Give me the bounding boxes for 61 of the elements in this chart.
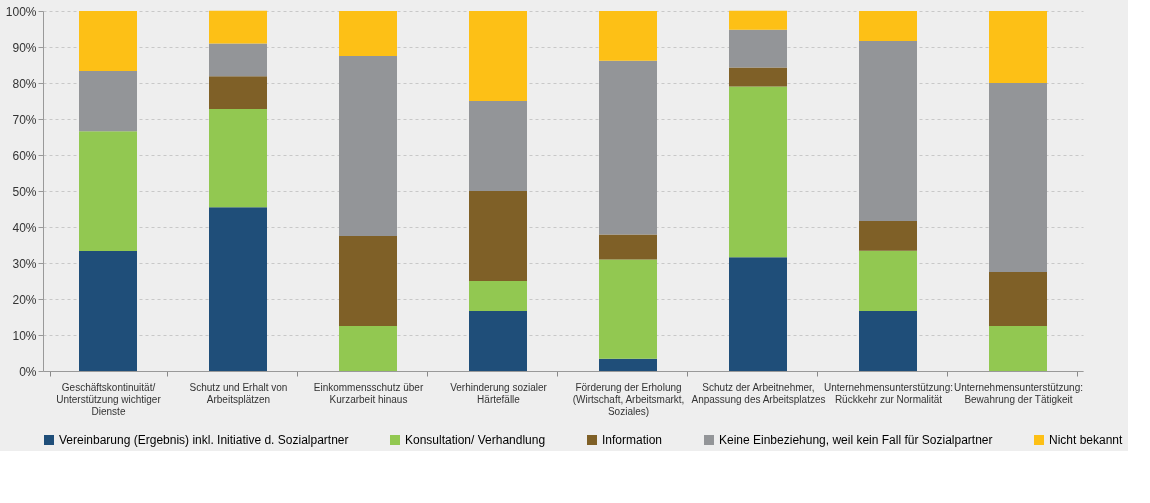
bar <box>339 56 397 236</box>
bar <box>599 234 657 260</box>
bar <box>469 191 527 281</box>
bar <box>209 108 267 208</box>
bar <box>859 310 917 371</box>
bar <box>599 11 657 61</box>
bar <box>599 259 657 359</box>
legend-label: Konsultation/ Verhandlung <box>405 433 546 447</box>
bar <box>989 11 1047 83</box>
y-tick-label: 10% <box>12 328 37 343</box>
bar <box>729 257 787 371</box>
x-tick-label: Verhinderung sozialer Härtefälle <box>450 381 548 405</box>
y-tick-label: 80% <box>12 76 37 91</box>
y-tick-label: 30% <box>12 256 37 271</box>
bar <box>469 310 527 371</box>
legend-label: Information <box>602 433 663 447</box>
bar <box>209 76 267 109</box>
y-tick-label: 0% <box>19 364 37 379</box>
bar <box>729 86 787 258</box>
bar <box>859 40 917 221</box>
y-tick-label: 40% <box>12 220 37 235</box>
y-tick-label: 90% <box>12 40 37 55</box>
x-tick-label: Unternehmensunterstützung: Rückkehr zur Normalität <box>824 381 953 405</box>
legend-label: Keine Einbeziehung, weil kein Fall für Sozialpartner <box>719 433 993 447</box>
bar <box>469 281 527 311</box>
y-tick-label: 60% <box>12 148 37 163</box>
x-tick-label: Schutz der Arbeitnehmer, Anpassung des Arbeitsplatzes <box>691 381 826 405</box>
bar <box>989 272 1047 326</box>
legend-label: Vereinbarung (Ergebnis) inkl. Initiative d. Sozialpartner <box>59 433 349 447</box>
bar <box>469 101 527 191</box>
bar <box>989 326 1047 371</box>
y-tick-label: 50% <box>12 184 37 199</box>
bar <box>339 11 397 56</box>
bar <box>989 83 1047 272</box>
bar <box>79 71 137 132</box>
bar <box>209 207 267 371</box>
bar <box>209 10 267 44</box>
bar <box>729 10 787 30</box>
bar <box>339 326 397 371</box>
bar <box>729 67 787 87</box>
y-tick-label: 70% <box>12 112 37 127</box>
bar <box>859 11 917 41</box>
y-tick-label: 20% <box>12 292 37 307</box>
bar <box>79 131 137 252</box>
x-tick-label: Förderung der Erholung (Wirtschaft, Arbeitsmarkt, Soziales) <box>572 381 685 417</box>
legend-label: Nicht bekannt <box>1049 433 1124 447</box>
bar <box>859 250 917 311</box>
bar <box>729 29 787 68</box>
x-tick-label: Schutz und Erhalt von Arbeitsplätzen <box>189 381 288 405</box>
x-tick-label: Einkommensschutz über Kurzarbeit hinaus <box>313 381 424 405</box>
bar <box>79 11 137 72</box>
x-tick-label: Unternehmensunterstützung: Bewahrung der Tätigkeit <box>954 381 1083 405</box>
x-tick-label: Geschäftskontinuität/ Unterstützung wichtiger Dienste <box>56 381 162 417</box>
bar <box>339 236 397 326</box>
bar <box>859 220 917 251</box>
bar <box>469 11 527 101</box>
bar <box>79 251 137 371</box>
bar <box>209 43 267 77</box>
bar <box>599 60 657 235</box>
y-tick-label: 100% <box>5 4 37 19</box>
bar <box>599 358 657 371</box>
